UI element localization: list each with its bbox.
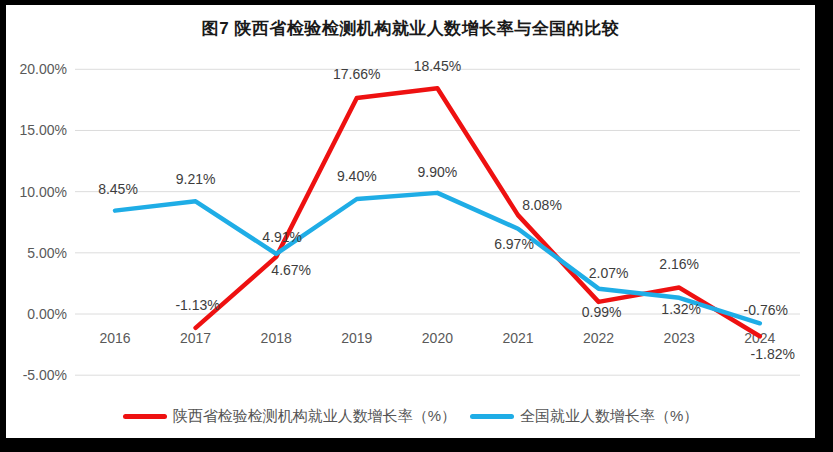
data-label: 4.91% bbox=[262, 229, 302, 245]
data-label: -0.76% bbox=[744, 302, 788, 318]
legend-item-shaanxi[interactable]: 陕西省检验检测机构就业人数增长率（%） bbox=[123, 407, 456, 426]
legend-item-national[interactable]: 全国就业人数增长率（%） bbox=[470, 407, 698, 426]
x-tick-label: 2020 bbox=[422, 330, 453, 346]
data-label: 17.66% bbox=[333, 66, 380, 82]
x-tick-label: 2018 bbox=[261, 330, 292, 346]
x-tick-label: 2023 bbox=[664, 330, 695, 346]
data-label: -1.13% bbox=[175, 297, 219, 313]
y-tick-label: 5.00% bbox=[27, 245, 67, 261]
chart-plot-area: 20.00% 15.00% 10.00% 5.00% 0.00% -5.00% 2016 20… bbox=[6, 5, 815, 438]
data-label: 8.08% bbox=[522, 197, 562, 213]
x-tick-label: 2022 bbox=[583, 330, 614, 346]
legend-swatch-red-line bbox=[123, 414, 167, 419]
y-tick-label: 20.00% bbox=[20, 61, 67, 77]
x-tick-label: 2017 bbox=[180, 330, 211, 346]
chart-card: 20.00% 15.00% 10.00% 5.00% 0.00% -5.00% 2016 20… bbox=[6, 5, 815, 438]
data-label: 1.32% bbox=[661, 301, 701, 317]
y-tick-label: 10.00% bbox=[20, 184, 67, 200]
x-tick-label: 2021 bbox=[502, 330, 533, 346]
data-label: 9.21% bbox=[176, 171, 216, 187]
data-label: 2.07% bbox=[589, 265, 629, 281]
data-label: 6.97% bbox=[494, 236, 534, 252]
chart-title: 图7 陕西省检验检测机构就业人数增长率与全国的比较 bbox=[6, 17, 815, 40]
y-tick-label: -5.00% bbox=[23, 367, 67, 383]
data-label: 18.45% bbox=[414, 58, 461, 74]
y-tick-label: 0.00% bbox=[27, 306, 67, 322]
data-label: 2.16% bbox=[659, 256, 699, 272]
legend-label-national: 全国就业人数增长率（%） bbox=[520, 407, 698, 426]
legend-swatch-blue-line bbox=[470, 414, 514, 419]
y-tick-label: 15.00% bbox=[20, 122, 67, 138]
screenshot-root: 20.00% 15.00% 10.00% 5.00% 0.00% -5.00% 2016 20… bbox=[0, 0, 833, 452]
data-label: -1.82% bbox=[751, 346, 795, 362]
data-label: 4.67% bbox=[271, 262, 311, 278]
chart-legend: 陕西省检验检测机构就业人数增长率（%） 全国就业人数增长率（%） bbox=[6, 407, 815, 426]
data-label: 8.45% bbox=[98, 181, 138, 197]
legend-label-shaanxi: 陕西省检验检测机构就业人数增长率（%） bbox=[173, 407, 456, 426]
data-label: 9.90% bbox=[418, 164, 458, 180]
data-label: 0.99% bbox=[582, 304, 622, 320]
x-tick-label: 2019 bbox=[341, 330, 372, 346]
data-label: 9.40% bbox=[337, 168, 377, 184]
x-tick-label: 2016 bbox=[99, 330, 130, 346]
